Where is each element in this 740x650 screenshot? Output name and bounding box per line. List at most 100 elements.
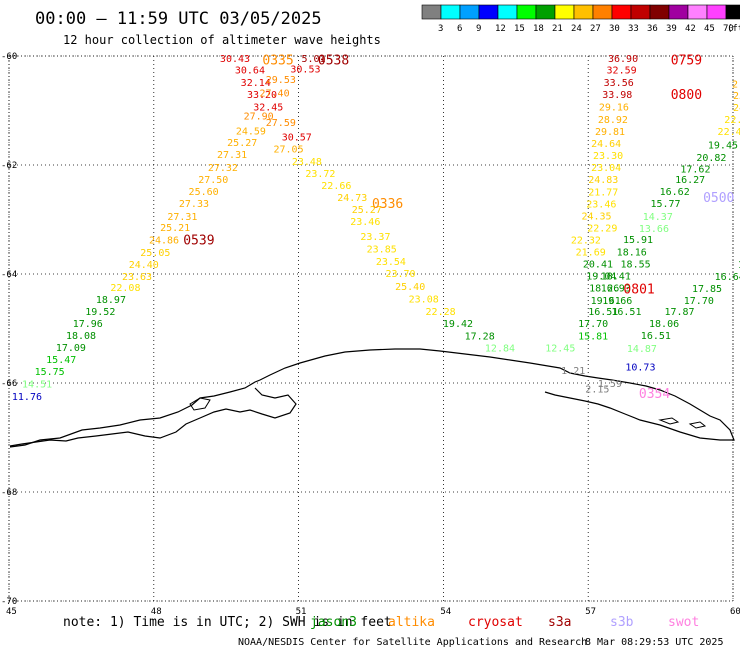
wave-height-value: 18.41 <box>601 272 631 283</box>
colorbar-label: 33 <box>628 24 639 34</box>
wave-height-value: 21.77 <box>588 188 618 199</box>
colorbar-label: 27 <box>590 24 601 34</box>
colorbar-label: 18 <box>533 24 544 34</box>
wave-height-value: 17.62 <box>680 164 710 175</box>
wave-height-value: 23.46 <box>350 217 380 228</box>
wave-height-value: 17.09 <box>56 343 86 354</box>
wave-height-value: 22.49 <box>718 127 740 138</box>
colorbar-swatch <box>649 4 670 20</box>
wave-height-value: 27.33 <box>179 199 209 210</box>
pass-time-label: 0354 <box>639 387 670 402</box>
legend-note: note: 1) Time is in UTC; 2) SWH is in fe… <box>63 615 392 630</box>
wave-height-value: 22.08 <box>110 283 140 294</box>
y-tick-label: -64 <box>1 270 17 280</box>
y-tick-label: -68 <box>1 488 17 498</box>
wave-height-value: 25.60 <box>189 187 219 198</box>
pass-time-label: 0336 <box>372 197 403 212</box>
colorbar-swatch <box>554 4 575 20</box>
wave-height-value: 18.26 <box>589 284 619 295</box>
wave-height-value: 24.40 <box>129 260 159 271</box>
colorbar-label: 36 <box>647 24 658 34</box>
wave-height-value: 33.20 <box>247 90 277 101</box>
wave-height-value: 22.97 <box>724 115 740 126</box>
wave-height-value: 21.69 <box>576 248 606 259</box>
wave-height-value: 16.62 <box>660 187 690 198</box>
wave-height-value: 18.97 <box>96 295 126 306</box>
legend-jason3: jason3 <box>310 615 357 630</box>
wave-height-value: 23.54 <box>376 257 406 268</box>
wave-height-value: 13.66 <box>639 224 669 235</box>
wave-height-value: 22.29 <box>587 224 617 235</box>
wave-height-value: 19.42 <box>443 319 473 330</box>
colorbar-swatch <box>668 4 689 20</box>
pass-time-label: 0539 <box>183 234 214 249</box>
wave-height-value: 30.64 <box>235 66 265 77</box>
wave-height-value: 17.28 <box>465 332 495 343</box>
wave-height-value: 23.46 <box>586 200 616 211</box>
wave-height-value: 12.84 <box>485 344 515 355</box>
wave-height-value: 15.81 <box>578 332 608 343</box>
wave-height-value: 30.43 <box>220 54 250 65</box>
y-tick-label: -60 <box>1 52 17 62</box>
wave-height-value: 33.56 <box>604 78 634 89</box>
pass-time-label: 0335 <box>262 53 293 68</box>
page-title: 00:00 – 11:59 UTC 03/05/2025 <box>35 9 322 29</box>
colorbar-swatch <box>706 4 727 20</box>
wave-height-value: 25.27 <box>352 205 382 216</box>
wave-height-value: 20.41 <box>583 260 613 271</box>
wave-height-value: 27.32 <box>208 163 238 174</box>
wave-height-value: 24.86 <box>149 236 179 247</box>
wave-height-value: 20.82 <box>696 153 726 164</box>
wave-height-value: 22.28 <box>426 307 456 318</box>
wave-height-value: 14.51 <box>22 380 52 391</box>
colorbar-label: 24 <box>571 24 582 34</box>
wave-height-value: 18.55 <box>621 260 651 271</box>
wave-height-value: 27.31 <box>217 150 247 161</box>
wave-height-value: 25.27 <box>227 138 257 149</box>
wave-height-value: 1.59 <box>598 379 622 390</box>
x-tick-label: 51 <box>296 607 307 617</box>
wave-height-value: 32.14 <box>241 78 271 89</box>
wave-height-value: 27.31 <box>167 212 197 223</box>
pass-time-label: 0500 <box>703 191 734 206</box>
timestamp: 8 Mar 08:29:53 UTC 2025 <box>585 637 723 648</box>
wave-height-value: 14.37 <box>643 212 673 223</box>
wave-height-value: 19.61 <box>591 296 621 307</box>
legend-swot: swot <box>668 615 699 630</box>
colorbar-label: 70 <box>723 24 734 34</box>
wave-height-value: 23.04 <box>591 163 621 174</box>
x-tick-label: 60 <box>730 607 740 617</box>
wave-height-value: 2.15 <box>585 384 609 395</box>
colorbar-label: 45 <box>704 24 715 34</box>
y-tick-label: -62 <box>1 161 17 171</box>
credit-line: NOAA/NESDIS Center for Satellite Applica… <box>238 637 587 648</box>
wave-height-value: 16.27 <box>675 175 705 186</box>
wave-height-value: 19.52 <box>85 307 115 318</box>
pass-time-label: 0759 <box>671 53 702 68</box>
wave-height-value: 23.30 <box>593 151 623 162</box>
colorbar-swatch <box>535 4 556 20</box>
wave-height-value: 19.04 <box>586 272 616 283</box>
wave-height-value: 17.85 <box>692 284 722 295</box>
wave-height-value: 23.48 <box>292 157 322 168</box>
wave-height-value: 16.51 <box>611 307 641 318</box>
colorbar-label: 12 <box>495 24 506 34</box>
wave-height-value: 16.93 <box>601 284 631 295</box>
x-tick-label: 57 <box>585 607 596 617</box>
colorbar-label: 3 <box>438 24 443 34</box>
wave-height-value: 19.66 <box>602 296 632 307</box>
wave-height-value: 15.77 <box>650 199 680 210</box>
wave-height-value: 11.76 <box>12 392 42 403</box>
wave-height-value: 17.70 <box>684 296 714 307</box>
colorbar-label: 15 <box>514 24 525 34</box>
wave-height-value: 23.37 <box>360 232 390 243</box>
legend-altika: altika <box>388 615 435 630</box>
pass-time-labels: 0335 0538 0336 0539 0759 0800 0500 0801 0354 <box>183 53 734 402</box>
wave-height-value: 27.40 <box>260 89 290 100</box>
x-tick-label: 54 <box>440 607 451 617</box>
wave-height-value: 15.8 <box>738 260 740 271</box>
wave-height-value: 23.85 <box>367 244 397 255</box>
